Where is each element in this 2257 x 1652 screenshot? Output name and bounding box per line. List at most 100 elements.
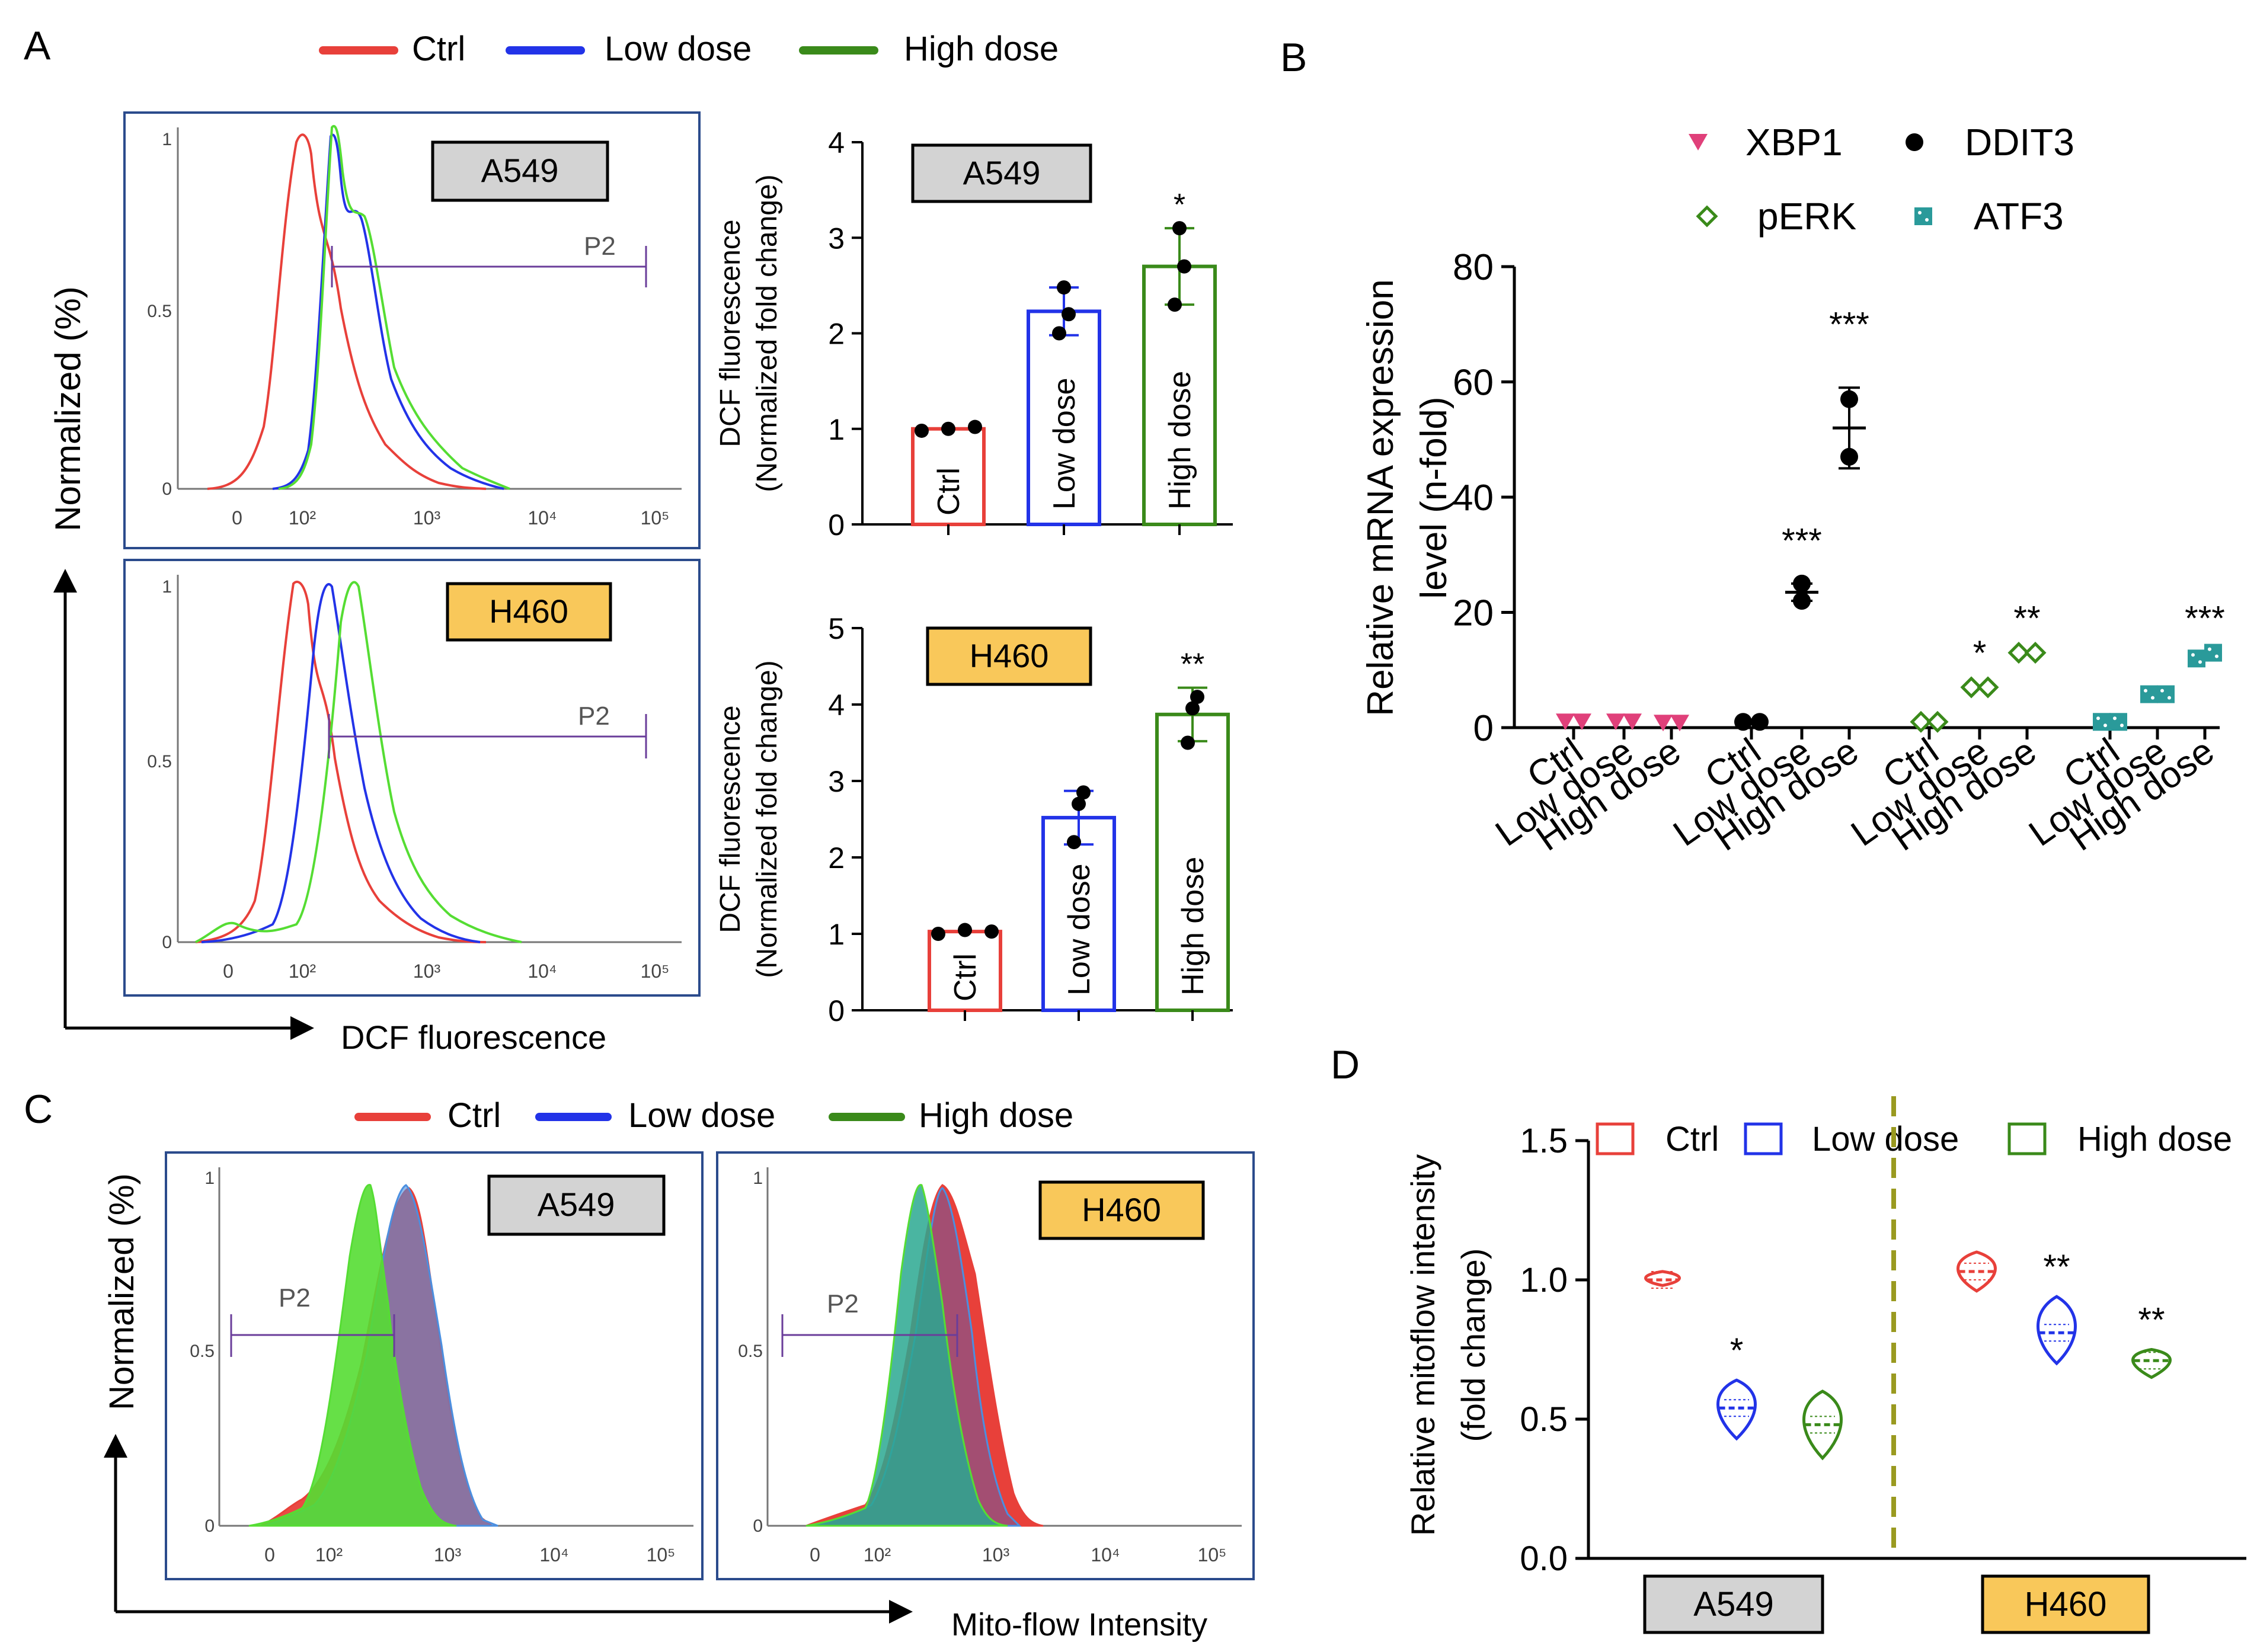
- y-axis-label-line1: Relative mRNA expression: [1360, 279, 1401, 716]
- significance-marker: *: [1973, 634, 1987, 673]
- significance-marker: **: [1181, 648, 1204, 682]
- marker-triangle: [1623, 713, 1642, 731]
- y-tick-label: 60: [1453, 363, 1494, 404]
- significance-marker: ***: [2185, 600, 2225, 638]
- y-tick-label: 2: [828, 841, 845, 875]
- y-tick-label: 1: [828, 918, 845, 951]
- marker-triangle: [1572, 713, 1591, 731]
- y-tick-label: 40: [1453, 478, 1494, 518]
- marker-square: [2093, 713, 2111, 731]
- legend-label-low: Low dose: [605, 30, 752, 68]
- bar-chart-a549: 0 1 2 3 4 DCF fluorescence (Normalized fold ch…: [715, 126, 1233, 542]
- panel-label-d: D: [1331, 1042, 1360, 1087]
- data-point: [958, 923, 972, 937]
- marker-diamond: [1960, 676, 1983, 699]
- marker-square: [2204, 643, 2222, 662]
- legend-label-high: High dose: [904, 30, 1059, 68]
- y-tick-label: 1.5: [1520, 1122, 1568, 1160]
- flow-x-tick-4: 10⁴: [528, 507, 557, 529]
- violin-0-1: [1716, 1378, 1757, 1441]
- data-point: [968, 420, 982, 434]
- scatter-chart-b: 0 20 40 60 80 Relative mRNA expression level (…: [1360, 121, 2225, 859]
- marker-diamond: [1696, 205, 1718, 228]
- panel-b: B 0 20 40 60 80 Relative mRNA expression level…: [1280, 35, 2225, 859]
- gate-label: P2: [578, 702, 610, 731]
- marker-square-dot: [2113, 716, 2117, 721]
- legend-label-ctrl: Ctrl: [447, 1096, 501, 1135]
- marker-square: [2109, 713, 2127, 731]
- category-label: Ctrl: [948, 953, 983, 1001]
- y-tick-label: 0.0: [1520, 1539, 1568, 1578]
- mito-flow-plot-h460: 1 0.5 0 0 10² 10³ 10⁴ 10⁵ P2 H460: [716, 1151, 1255, 1580]
- cell-label-h460: H460: [489, 593, 568, 630]
- category-label: High dose: [1163, 371, 1197, 510]
- violin-chart-d: 0.0 0.5 1.0 1.5 Relative mitoflow intensity (…: [1404, 1096, 2246, 1634]
- significance-marker: **: [2138, 1301, 2165, 1340]
- data-point: [1172, 221, 1187, 236]
- legend-swatch-low: [1744, 1122, 1783, 1155]
- chart-title-box: [911, 143, 1092, 203]
- significance-marker: *: [1730, 1331, 1744, 1370]
- legend-label-xbp1: XBP1: [1746, 121, 1843, 164]
- flow-x-tick-2: 10²: [289, 961, 317, 982]
- marker-square-dot: [2096, 716, 2100, 721]
- flow-y-tick-05: 0.5: [147, 302, 172, 321]
- flow-x-tick-0: 0: [232, 507, 242, 529]
- flow-x-tick-0: 0: [810, 1544, 820, 1565]
- data-point: [1067, 835, 1081, 850]
- legend-label-perk: pERK: [1757, 195, 1856, 238]
- legend-a: Ctrl Low dose High dose: [319, 30, 1059, 68]
- flow-x-tick-3: 10³: [434, 1544, 462, 1565]
- flow-plot-h460: 1 0.5 0 0 10² 10³ 10⁴ 10⁵ P2 H460: [123, 559, 701, 997]
- y-tick-label: 0.5: [1520, 1400, 1568, 1439]
- bar-chart-h460: 0 1 2 3 4 5 DCF fluorescence (Normalized fold c…: [715, 612, 1233, 1027]
- gate-label: P2: [827, 1289, 859, 1318]
- data-point: [1076, 785, 1091, 800]
- cell-label-box-h460: [1038, 1180, 1205, 1240]
- violin-1-1: [2037, 1295, 2077, 1366]
- marker-circle: [1906, 133, 1923, 151]
- flow-curve-ctrl: [195, 581, 487, 943]
- flow-x-tick-3: 10³: [413, 961, 441, 982]
- flow-frame-a549: [123, 111, 701, 549]
- category-label: High dose: [1176, 857, 1210, 995]
- y-tick-label: 4: [828, 126, 845, 159]
- significance-marker: ***: [1829, 306, 1869, 344]
- x-axis-label-c: Mito-flow Intensity: [951, 1607, 1207, 1643]
- panel-label-a: A: [24, 23, 51, 68]
- marker-diamond: [1926, 710, 1949, 733]
- flow-curve-high: [278, 125, 510, 490]
- bar-1: [1041, 815, 1116, 1013]
- panel-label-b: B: [1280, 35, 1307, 80]
- marker-triangle: [1689, 134, 1708, 151]
- y-tick-label: 5: [828, 612, 845, 645]
- marker-diamond: [1910, 710, 1932, 733]
- legend-swatch-high: [2007, 1122, 2047, 1155]
- significance-marker: ***: [1782, 521, 1822, 560]
- y-tick-label: 80: [1453, 247, 1494, 288]
- chart-title: A549: [963, 154, 1041, 191]
- data-point: [931, 927, 945, 941]
- marker-square-dot: [1918, 211, 1922, 214]
- flow-y-tick-1: 1: [753, 1168, 763, 1188]
- marker-diamond: [2007, 642, 2030, 664]
- marker-square-dot: [1925, 218, 1929, 222]
- flow-y-tick-05: 0.5: [190, 1342, 215, 1361]
- flow-curve-low: [201, 582, 481, 943]
- data-point: [915, 423, 929, 438]
- data-point: [1181, 735, 1195, 750]
- marker-square: [2140, 685, 2158, 703]
- marker-square-dot: [2191, 653, 2195, 657]
- chart-title-box: [926, 626, 1092, 686]
- y-tick-label: 1: [828, 413, 845, 446]
- cell-label-a549: A549: [481, 152, 559, 189]
- marker-square-dot: [2168, 696, 2171, 700]
- legend-label-low: Low dose: [1812, 1120, 1959, 1158]
- violin-1-2: [2131, 1347, 2172, 1379]
- legend-label-ctrl: Ctrl: [1665, 1120, 1719, 1158]
- category-label: Ctrl: [932, 468, 966, 516]
- y-tick-label: 0: [1473, 708, 1494, 749]
- cell-label-a549: A549: [538, 1186, 615, 1223]
- data-point: [1062, 307, 1076, 322]
- panel-label-c: C: [24, 1087, 53, 1132]
